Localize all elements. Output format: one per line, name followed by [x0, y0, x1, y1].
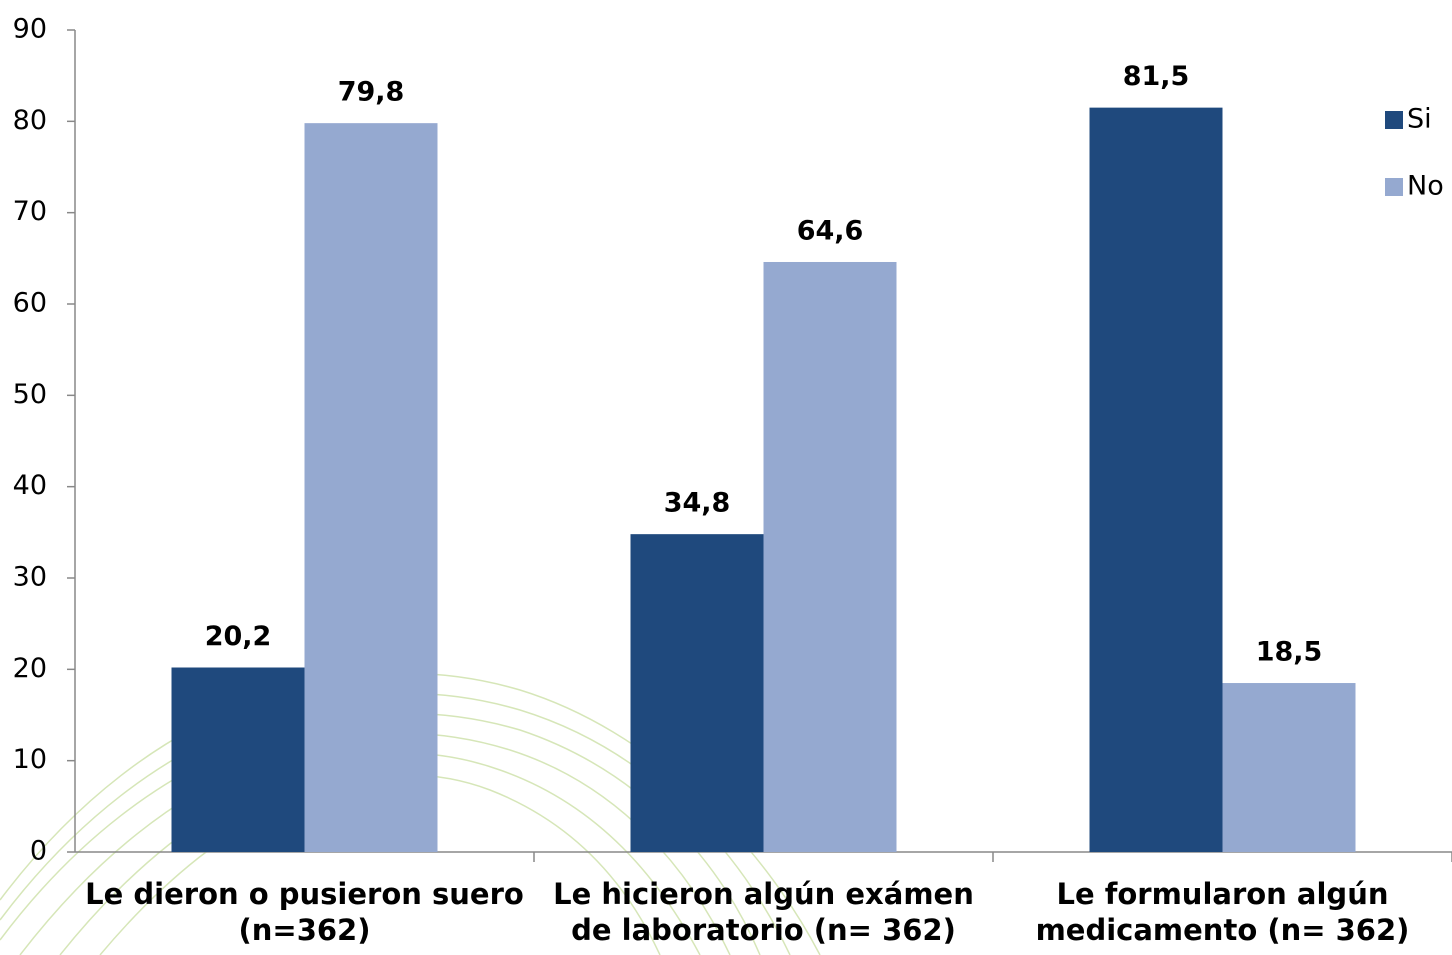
y-tick-label: 10: [13, 744, 47, 775]
data-label: 79,8: [338, 77, 405, 108]
y-tick-label: 40: [13, 470, 47, 501]
y-tick-label: 70: [13, 196, 47, 227]
y-tick-label: 90: [13, 14, 47, 45]
y-tick-label: 20: [13, 653, 47, 684]
bar: [171, 667, 305, 852]
bar: [763, 261, 897, 852]
data-label: 64,6: [797, 215, 864, 246]
legend-swatch: [1385, 178, 1403, 196]
bar: [304, 123, 438, 852]
legend-label: No: [1407, 171, 1444, 202]
data-label: 81,5: [1123, 61, 1190, 92]
bar: [1089, 107, 1223, 853]
y-tick-label: 0: [30, 836, 47, 867]
data-label: 20,2: [205, 621, 272, 652]
y-tick-label: 50: [13, 379, 47, 410]
data-label: 18,5: [1256, 637, 1323, 668]
x-tick-label: Le formularon algún medicamento (n= 362): [1035, 877, 1410, 947]
legend-label: Si: [1407, 104, 1432, 135]
y-tick-label: 80: [13, 105, 47, 136]
y-tick-label: 60: [13, 288, 47, 319]
data-label: 34,8: [664, 488, 731, 519]
x-tick-label: Le dieron o pusieron suero (n=362): [85, 877, 524, 947]
y-tick-label: 30: [13, 562, 47, 593]
bar: [630, 534, 764, 852]
legend-swatch: [1385, 111, 1403, 129]
x-tick-label: Le hicieron algún exámen de laboratorio …: [553, 877, 974, 947]
bar: [1222, 683, 1356, 852]
